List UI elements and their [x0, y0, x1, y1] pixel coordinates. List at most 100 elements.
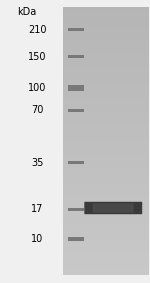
Bar	[63, 237, 148, 239]
Text: 100: 100	[28, 83, 47, 93]
Bar	[63, 38, 148, 40]
Text: 150: 150	[28, 52, 47, 62]
Bar	[63, 121, 148, 123]
Bar	[63, 241, 148, 243]
Text: 17: 17	[31, 204, 44, 215]
Bar	[63, 183, 148, 185]
Bar	[63, 110, 148, 112]
Bar	[63, 61, 148, 63]
Bar	[63, 145, 148, 147]
Bar	[63, 226, 148, 228]
Bar	[63, 25, 148, 27]
Bar	[63, 248, 148, 250]
Bar	[63, 168, 148, 170]
Bar	[63, 221, 148, 223]
Bar	[68, 109, 84, 112]
Bar	[63, 127, 148, 130]
Bar	[63, 147, 148, 150]
Bar	[63, 161, 148, 163]
Bar	[63, 43, 148, 45]
Bar	[63, 132, 148, 134]
Bar	[63, 36, 148, 38]
Bar	[63, 174, 148, 177]
Bar	[63, 156, 148, 158]
Bar	[63, 243, 148, 246]
Bar	[63, 107, 148, 110]
Bar	[63, 136, 148, 139]
Bar	[63, 239, 148, 241]
Bar	[63, 208, 148, 210]
Bar	[63, 47, 148, 50]
Bar	[63, 250, 148, 252]
Bar	[63, 257, 148, 259]
Bar	[63, 112, 148, 114]
Bar	[63, 265, 148, 268]
Bar	[63, 50, 148, 52]
Bar	[63, 116, 148, 119]
Bar	[63, 78, 148, 81]
Bar	[63, 67, 148, 69]
Bar	[63, 270, 148, 272]
Bar	[63, 228, 148, 230]
Bar	[63, 259, 148, 261]
Bar	[63, 81, 148, 83]
Bar	[63, 190, 148, 192]
Bar	[63, 96, 148, 98]
Bar	[68, 161, 84, 164]
Bar	[68, 28, 84, 31]
Bar	[63, 150, 148, 152]
Bar	[63, 263, 148, 265]
FancyBboxPatch shape	[93, 203, 134, 213]
Bar	[63, 212, 148, 214]
Bar	[63, 272, 148, 275]
Bar	[63, 141, 148, 143]
Bar	[63, 32, 148, 34]
Bar	[63, 130, 148, 132]
Bar	[63, 18, 148, 20]
Bar	[63, 27, 148, 29]
Bar	[63, 196, 148, 199]
Bar	[63, 205, 148, 208]
Bar	[63, 139, 148, 141]
Bar	[63, 188, 148, 190]
Bar	[63, 94, 148, 96]
Bar	[63, 163, 148, 165]
Bar	[63, 268, 148, 270]
Bar	[63, 165, 148, 168]
Bar	[63, 114, 148, 116]
Text: 70: 70	[31, 105, 44, 115]
Bar	[63, 172, 148, 174]
Bar	[63, 63, 148, 65]
Bar	[63, 119, 148, 121]
Bar	[63, 89, 148, 92]
Bar	[63, 216, 148, 219]
Bar	[63, 98, 148, 101]
Bar	[63, 219, 148, 221]
Bar	[63, 177, 148, 179]
Bar	[63, 29, 148, 32]
Bar	[63, 40, 148, 43]
Bar	[63, 65, 148, 67]
Bar	[63, 14, 148, 16]
Bar	[63, 246, 148, 248]
Bar	[63, 85, 148, 87]
Bar	[63, 134, 148, 136]
Bar	[63, 76, 148, 78]
Bar	[68, 237, 84, 241]
Bar	[63, 181, 148, 183]
Bar	[63, 254, 148, 257]
Bar	[63, 230, 148, 232]
Text: 10: 10	[31, 234, 44, 244]
Bar	[63, 72, 148, 74]
Bar	[63, 16, 148, 18]
Bar	[63, 261, 148, 263]
Bar	[63, 58, 148, 61]
Bar	[68, 55, 84, 58]
Bar	[63, 52, 148, 54]
Text: kDa: kDa	[17, 7, 37, 17]
Bar	[63, 92, 148, 94]
Bar	[63, 9, 148, 12]
Bar	[63, 232, 148, 234]
Bar	[63, 210, 148, 212]
Bar	[63, 201, 148, 203]
